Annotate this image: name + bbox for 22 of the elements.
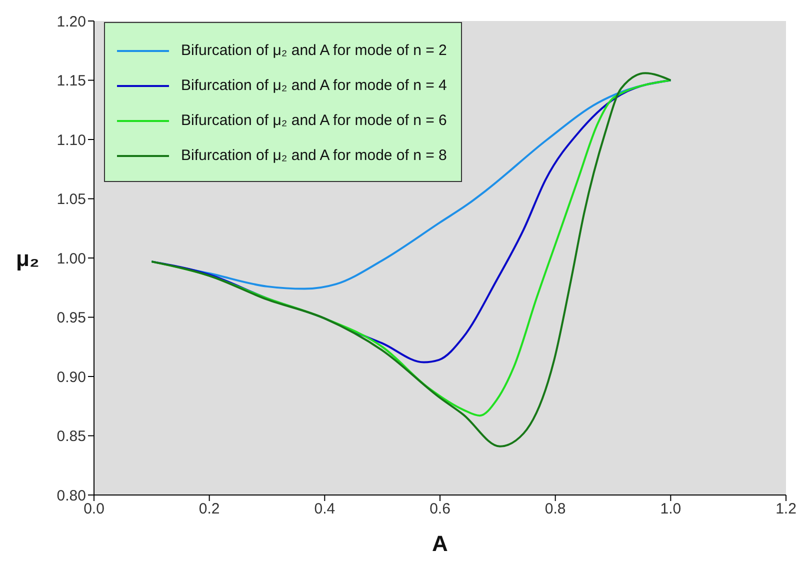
legend-label: Bifurcation of μ₂ and A for mode of n = 4 (181, 77, 447, 94)
y-tick-label: 1.05 (56, 191, 86, 208)
y-tick-label: 0.95 (56, 310, 86, 327)
y-tick-label: 0.90 (56, 368, 86, 386)
legend-label: Bifurcation of μ₂ and A for mode of n = 6 (181, 112, 447, 129)
legend-label: Bifurcation of μ₂ and A for mode of n = 2 (181, 42, 447, 59)
x-tick-label: 1.2 (776, 500, 796, 518)
y-axis-title: μ₂ (16, 246, 40, 271)
x-tick-label: 1.0 (660, 500, 682, 518)
x-tick-label: 0.2 (198, 500, 220, 518)
y-tick-label: 0.85 (56, 428, 86, 446)
y-tick-label: 1.15 (56, 72, 86, 90)
y-tick-label: 1.20 (56, 13, 86, 30)
x-tick-label: 0.4 (314, 500, 336, 518)
y-tick-label: 1.10 (56, 132, 86, 149)
y-tick-label: 0.80 (56, 487, 86, 504)
legend-label: Bifurcation of μ₂ and A for mode of n = 8 (181, 147, 447, 164)
y-tick-label: 1.00 (56, 250, 86, 268)
x-tick-label: 0.6 (430, 500, 450, 518)
x-axis-title: A (432, 531, 448, 556)
x-tick-label: 0.0 (84, 500, 104, 518)
x-tick-label: 0.8 (544, 500, 566, 518)
